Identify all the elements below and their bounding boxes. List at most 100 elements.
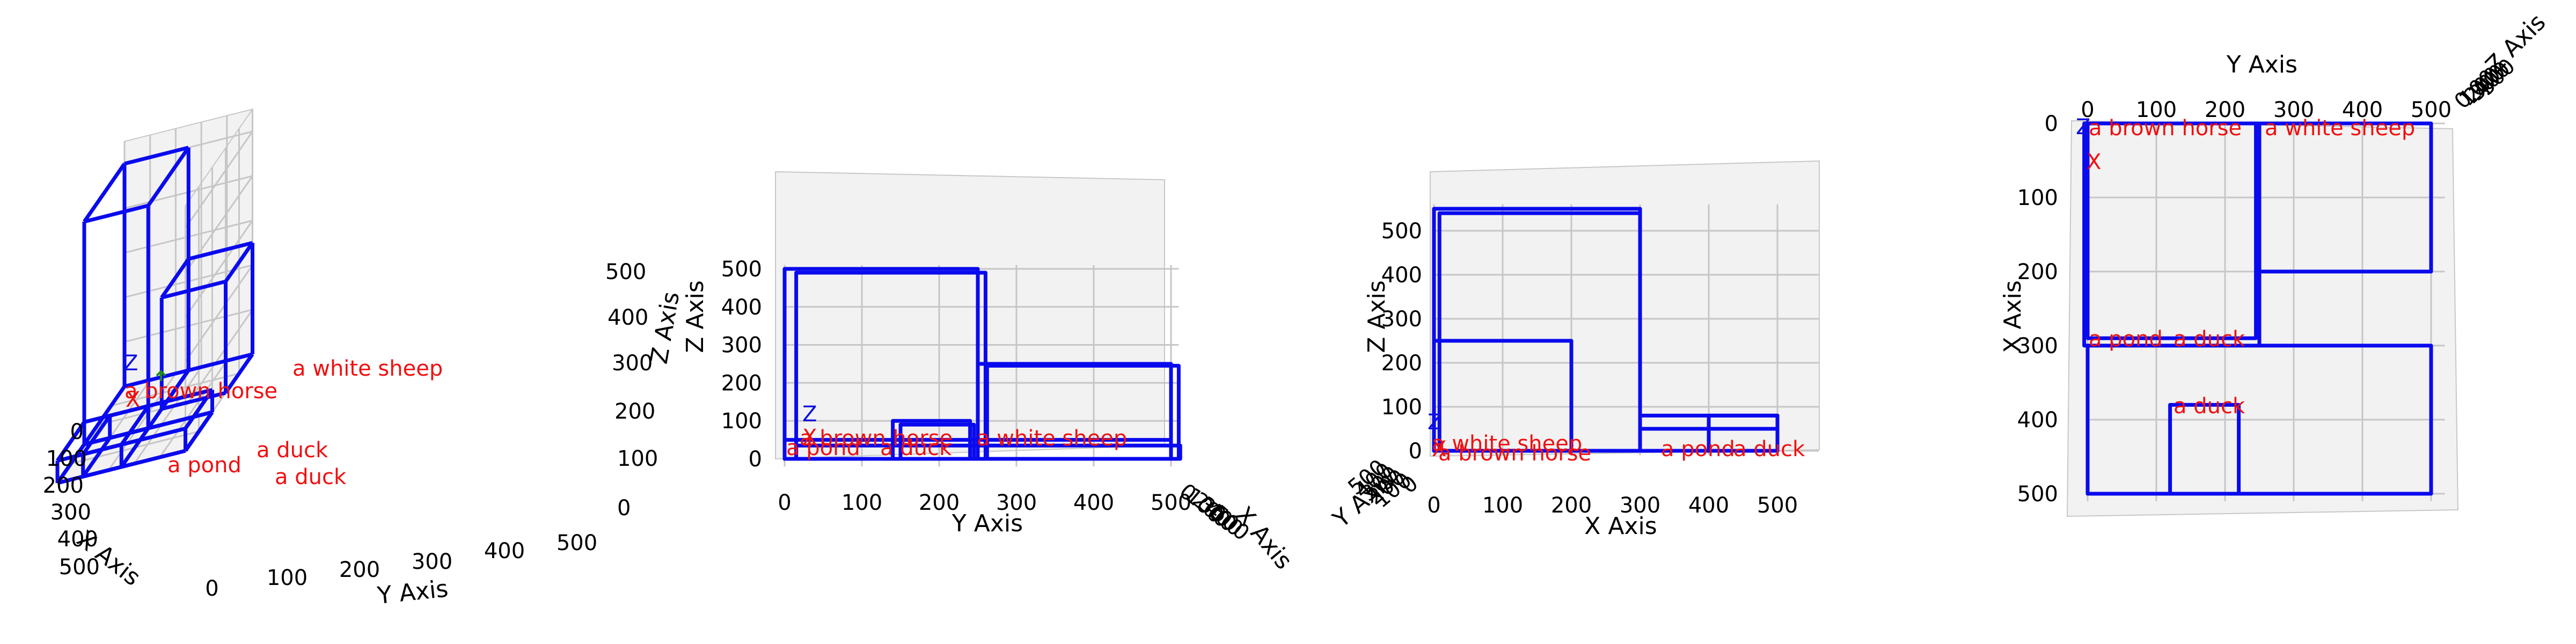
top-xtick: 0 bbox=[2045, 112, 2058, 136]
iso-xtick: 400 bbox=[57, 527, 98, 552]
side-ztick: 200 bbox=[1381, 351, 1422, 376]
iso-ztick: 500 bbox=[605, 260, 646, 284]
top-gizmo-z: Z bbox=[2076, 115, 2090, 140]
front-box-pond-b bbox=[794, 443, 1182, 461]
top-xtick: 500 bbox=[2017, 482, 2058, 507]
iso-gizmo-y-arrow bbox=[156, 370, 166, 381]
side-zlabel: Z Axis bbox=[1363, 280, 1391, 353]
iso-ytick: 200 bbox=[339, 558, 380, 582]
iso-ztick: 200 bbox=[614, 399, 655, 424]
iso-ztick: 100 bbox=[617, 447, 658, 471]
front-ztick: 100 bbox=[721, 409, 762, 434]
front-ytick: 200 bbox=[919, 491, 960, 515]
top-pane bbox=[2066, 120, 2459, 517]
top-label-pond: a pond bbox=[2089, 327, 2163, 352]
front-ytick: 400 bbox=[1073, 491, 1114, 515]
top-xlabel: X Axis bbox=[1999, 280, 2026, 353]
front-ztick: 0 bbox=[749, 447, 762, 472]
iso-label-horse: a brown horse bbox=[125, 379, 277, 404]
front-ytick: 500 bbox=[1151, 491, 1191, 515]
front-gizmo-z: Z bbox=[802, 402, 817, 427]
iso-label-duck-2: a duck bbox=[275, 465, 347, 489]
side-xtick: 300 bbox=[1620, 493, 1660, 518]
side-xlabel: X Axis bbox=[1584, 513, 1657, 540]
top-xtick: 100 bbox=[2017, 186, 2058, 210]
iso-xtick: 0 bbox=[70, 420, 84, 444]
iso-view: a brown horse a white sheep a pond a ducka … bbox=[43, 107, 685, 610]
side-ztick: 0 bbox=[1409, 439, 1422, 464]
side-ztick: 400 bbox=[1381, 263, 1422, 288]
side-xtick: 200 bbox=[1551, 493, 1592, 518]
top-ylabel: Y Axis bbox=[2226, 51, 2297, 78]
iso-gizmo-x: X bbox=[126, 387, 140, 412]
front-ytick: 0 bbox=[778, 491, 791, 515]
iso-grid bbox=[133, 367, 202, 464]
iso-ztick: 0 bbox=[617, 496, 631, 521]
front-ytick: 300 bbox=[996, 491, 1037, 515]
top-gizmo-x: X bbox=[2087, 150, 2101, 174]
iso-grid bbox=[185, 265, 253, 362]
front-box-duck-b bbox=[898, 422, 976, 461]
top-label-duck-2: a duck bbox=[2174, 394, 2245, 419]
top-xtick: 400 bbox=[2017, 408, 2058, 433]
iso-ylabel: Y Axis bbox=[376, 575, 450, 610]
top-label-sheep: a white sheep bbox=[2265, 116, 2415, 141]
front-label-horse: a brown horse bbox=[800, 426, 953, 451]
iso-zlabel: Z Axis bbox=[646, 290, 685, 366]
side-xtick: 100 bbox=[1482, 493, 1523, 518]
iso-grid bbox=[185, 220, 253, 318]
iso-xtick: 200 bbox=[43, 473, 84, 498]
front-ztick: 300 bbox=[721, 333, 762, 358]
side-label-horse: a brown horse bbox=[1438, 441, 1591, 466]
iso-label-pond: a pond bbox=[167, 453, 241, 478]
iso-box-duck bbox=[81, 404, 150, 479]
iso-xtick: 100 bbox=[46, 447, 87, 471]
front-zlabel: Z Axis bbox=[682, 280, 709, 353]
side-pane bbox=[1430, 160, 1820, 457]
top-box-duck bbox=[2168, 402, 2241, 496]
side-label-sheep: a white sheep bbox=[1432, 431, 1582, 456]
side-xtick: 400 bbox=[1688, 493, 1729, 518]
top-xtick: 300 bbox=[2017, 334, 2058, 358]
front-label-sheep: a white sheep bbox=[977, 426, 1127, 451]
front-pane bbox=[775, 171, 1165, 460]
top-box-horse-b bbox=[2085, 121, 2258, 340]
front-ztick: 500 bbox=[721, 257, 762, 282]
side-xtick: 0 bbox=[1427, 493, 1440, 518]
iso-xtick: 500 bbox=[59, 555, 100, 580]
top-label-duck-1: a duck bbox=[2174, 327, 2245, 352]
side-xtick: 500 bbox=[1757, 493, 1798, 518]
iso-ytick: 100 bbox=[267, 566, 308, 590]
side-label-duck: a duck bbox=[1733, 437, 1805, 462]
front-ztick: 200 bbox=[721, 371, 762, 396]
front-ylabel: Y Axis bbox=[952, 510, 1023, 537]
front-ytick: 100 bbox=[841, 491, 882, 515]
top-ytick: 300 bbox=[2273, 98, 2314, 122]
top-label-horse: a brown horse bbox=[2089, 116, 2242, 141]
iso-ytick: 0 bbox=[205, 576, 218, 601]
iso-grid bbox=[159, 360, 228, 458]
iso-grid bbox=[185, 131, 253, 229]
side-ztick: 500 bbox=[1381, 219, 1422, 244]
top-ytick: 100 bbox=[2136, 98, 2177, 122]
front-label-pond: a pond bbox=[786, 436, 860, 460]
iso-ytick: 500 bbox=[557, 531, 597, 555]
top-xtick: 200 bbox=[2017, 260, 2058, 284]
iso-ztick: 400 bbox=[608, 305, 648, 330]
top-ytick: 0 bbox=[2081, 98, 2094, 122]
iso-gizmo-z: Z bbox=[123, 351, 138, 376]
top-view: a brown horse a white sheep a pond a duck a … bbox=[1999, 9, 2551, 517]
side-ztick: 300 bbox=[1381, 307, 1422, 332]
top-ytick: 400 bbox=[2342, 98, 2383, 122]
top-box-pond bbox=[2085, 343, 2433, 496]
iso-ytick: 400 bbox=[484, 539, 525, 564]
side-label-pond: a pond bbox=[1661, 437, 1735, 462]
top-ytick: 500 bbox=[2411, 98, 2451, 122]
iso-label-duck-1: a duck bbox=[257, 438, 328, 463]
front-gizmo-x: X bbox=[802, 425, 817, 450]
side-box-sheep bbox=[1432, 339, 1574, 453]
iso-ztick: 300 bbox=[612, 351, 653, 376]
front-label-duck: a duck bbox=[880, 436, 952, 460]
